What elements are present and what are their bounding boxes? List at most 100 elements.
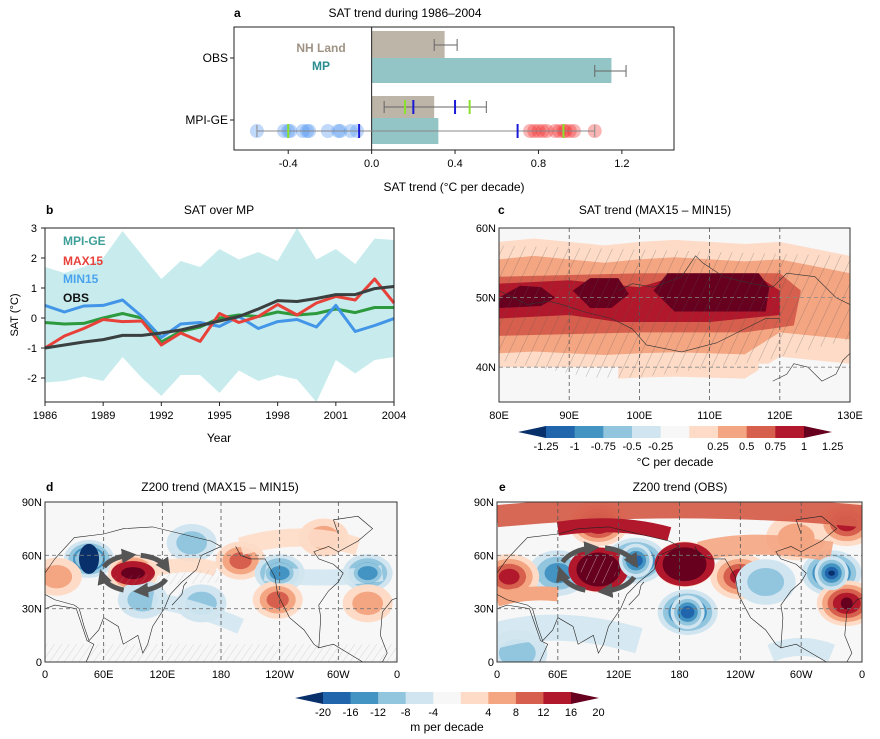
circulation-arrow (604, 545, 639, 569)
coastline (694, 546, 807, 649)
colorbar-segment (546, 426, 576, 438)
significance-hatching (499, 245, 850, 378)
xtick-label: -0.4 (279, 158, 298, 170)
panel-a-frame (233, 26, 675, 151)
contour-positive-streak (556, 518, 672, 541)
contour-positive (45, 564, 73, 589)
xtick-label: 0.4 (447, 158, 462, 170)
xtick-label: 60W (327, 669, 350, 681)
coastline (795, 515, 838, 553)
xtick-label: 60W (790, 669, 813, 681)
xtick-label: 1986 (33, 410, 57, 422)
coastline (780, 643, 827, 662)
line-obs (44, 285, 395, 350)
contour-positive (229, 552, 252, 570)
colorbar-segment (350, 692, 379, 704)
circulation-arrow (140, 552, 171, 574)
contour-negative (828, 570, 835, 576)
colorbar-segment (405, 692, 434, 704)
xtick-label: 120E (149, 669, 175, 681)
coastline (45, 604, 95, 662)
colorbar-tick: 0.25 (707, 441, 728, 453)
xtick-label: 0 (42, 669, 48, 681)
coastline (235, 546, 344, 649)
category-label-obs: OBS (203, 51, 228, 65)
xtick-label: 1989 (91, 410, 115, 422)
panel-a-xlabel: SAT trend (°C per decade) (383, 180, 524, 194)
colorbar-tick: -1.25 (533, 441, 558, 453)
panel-a-plot (249, 27, 627, 150)
circulation-arrow (555, 566, 586, 593)
ytick-label: 90N (22, 497, 42, 509)
xtick-label: 180 (212, 669, 230, 681)
colorbar-segment (775, 426, 805, 438)
contour-negative-streak (497, 614, 643, 654)
colorbar-segment (603, 426, 633, 438)
panel-c-title: SAT trend (MAX15 – MIN15) (579, 203, 731, 217)
colorbar-z200: -20 -16 -12 -8 -4 4 8 12 16 20 m per decade (295, 692, 605, 734)
country-border (498, 290, 780, 353)
map-layer (45, 502, 397, 662)
xtick-label: 180 (670, 669, 688, 681)
colorbar-tick: 16 (565, 707, 577, 719)
colorbar-extend-high (804, 426, 832, 438)
country-border (618, 255, 851, 305)
ytick-label: 40N (476, 362, 496, 374)
colorbar-label: m per decade (410, 720, 484, 734)
legend-mp: MP (312, 59, 330, 73)
bar-mp (371, 58, 612, 83)
ytick-label: -1 (27, 343, 37, 355)
legend-nh-land: NH Land (296, 41, 345, 55)
colorbar-extend-low (518, 426, 546, 438)
xtick-label: 90E (559, 410, 579, 422)
colorbar-sat: -1.25 -1 -0.75 -0.5 -0.25 0.25 0.5 0.75 1 1.25 °C … (518, 426, 843, 469)
colorbar-segment (323, 692, 352, 704)
contour-positive-streak (497, 502, 862, 528)
colorbar-tick: 12 (537, 707, 549, 719)
contour-negative (680, 606, 695, 619)
coastline (318, 643, 363, 662)
colorbar-segment (378, 692, 407, 704)
colorbar-segment (543, 692, 572, 704)
colorbar-segment (460, 692, 489, 704)
coastline (380, 597, 397, 662)
colorbar-tick: -20 (315, 707, 331, 719)
contour-positive-streak (237, 528, 361, 556)
contour-positive (662, 547, 707, 582)
legend-obs: OBS (63, 291, 89, 305)
xtick-label: 1.2 (614, 158, 629, 170)
panel-e-title: Z200 trend (OBS) (633, 480, 728, 494)
ytick-label: 0 (31, 313, 37, 325)
panel-label-a: a (234, 6, 241, 20)
panel-b-xlabel: Year (207, 431, 231, 445)
circulation-arrow (133, 577, 169, 598)
coastline (333, 515, 374, 553)
ytick-label: 90N (474, 497, 494, 509)
panel-c-map (498, 227, 851, 403)
xtick-label: 2004 (382, 410, 406, 422)
colorbar-segment (746, 426, 776, 438)
colorbar-tick: 1.25 (822, 441, 843, 453)
colorbar-tick: -12 (370, 707, 386, 719)
xtick-label: 100E (627, 410, 653, 422)
map-layer (497, 502, 862, 662)
panel-d-map (44, 501, 398, 663)
xtick-label: 1995 (207, 410, 231, 422)
colorbar-label: °C per decade (637, 455, 714, 469)
panel-c: c SAT trend (MAX15 – MIN15) 80E 90E 100E 11… (476, 203, 863, 469)
colorbar-tick: -0.25 (648, 441, 673, 453)
circulation-arrow (101, 548, 137, 569)
panel-c-ticks: 80E 90E 100E 110E 120E 130E 40N 50N 60N (476, 223, 863, 422)
coastline (45, 526, 222, 654)
panel-b-legend: MPI-GE MAX15 MIN15 OBS (63, 234, 106, 305)
colorbar-tick: 0.75 (765, 441, 786, 453)
contour-positive (840, 597, 853, 610)
contour-positive-streak (497, 586, 559, 607)
panel-b-title: SAT over MP (184, 203, 254, 217)
panel-b-plot (44, 228, 396, 402)
colorbar-tick: 8 (513, 707, 519, 719)
coastline (497, 604, 549, 662)
colorbar-tick: 20 (592, 707, 604, 719)
